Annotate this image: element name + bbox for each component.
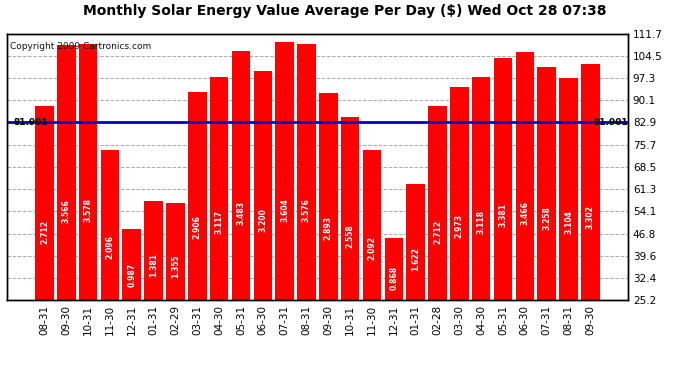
Text: 3.466: 3.466: [520, 201, 529, 225]
Bar: [472, 77, 491, 300]
Bar: [494, 58, 512, 300]
Text: 3.302: 3.302: [586, 206, 595, 229]
Text: 81.901: 81.901: [13, 118, 48, 127]
Text: 3.604: 3.604: [280, 198, 289, 222]
Text: 1.355: 1.355: [171, 254, 180, 278]
Text: 1.381: 1.381: [149, 254, 158, 278]
Bar: [341, 117, 359, 300]
Text: 2.092: 2.092: [368, 236, 377, 260]
Text: 3.576: 3.576: [302, 198, 311, 222]
Bar: [253, 71, 272, 300]
Bar: [123, 230, 141, 300]
Bar: [428, 106, 447, 300]
Bar: [57, 45, 75, 300]
Bar: [319, 93, 337, 300]
Bar: [188, 92, 206, 300]
Text: 3.118: 3.118: [477, 210, 486, 234]
Text: Monthly Solar Energy Value Average Per Day ($) Wed Oct 28 07:38: Monthly Solar Energy Value Average Per D…: [83, 4, 607, 18]
Bar: [232, 51, 250, 300]
Text: 2.973: 2.973: [455, 214, 464, 238]
Bar: [581, 64, 600, 300]
Bar: [210, 77, 228, 300]
Text: 3.200: 3.200: [258, 208, 267, 232]
Text: 3.578: 3.578: [83, 198, 92, 222]
Bar: [515, 52, 534, 300]
Bar: [363, 150, 382, 300]
Bar: [297, 44, 316, 300]
Bar: [275, 42, 294, 300]
Text: 3.258: 3.258: [542, 207, 551, 230]
Text: 81.901: 81.901: [593, 118, 628, 127]
Text: 3.381: 3.381: [499, 203, 508, 227]
Bar: [79, 44, 97, 300]
Text: 3.483: 3.483: [237, 201, 246, 225]
Text: 1.622: 1.622: [411, 248, 420, 272]
Bar: [166, 203, 185, 300]
Text: Copyright 2009 Cartronics.com: Copyright 2009 Cartronics.com: [10, 42, 151, 51]
Text: 2.712: 2.712: [433, 220, 442, 244]
Bar: [560, 78, 578, 300]
Bar: [101, 150, 119, 300]
Bar: [450, 87, 469, 300]
Text: 2.906: 2.906: [193, 215, 201, 239]
Text: 2.712: 2.712: [40, 220, 49, 244]
Bar: [406, 184, 425, 300]
Text: 3.104: 3.104: [564, 210, 573, 234]
Text: 2.893: 2.893: [324, 216, 333, 240]
Text: 2.558: 2.558: [346, 224, 355, 248]
Bar: [538, 67, 556, 300]
Bar: [384, 238, 403, 300]
Text: 2.096: 2.096: [106, 236, 115, 260]
Text: 0.987: 0.987: [127, 263, 136, 287]
Text: 0.868: 0.868: [389, 266, 398, 290]
Text: 3.117: 3.117: [215, 210, 224, 234]
Bar: [35, 106, 54, 300]
Bar: [144, 201, 163, 300]
Text: 3.566: 3.566: [61, 199, 71, 223]
